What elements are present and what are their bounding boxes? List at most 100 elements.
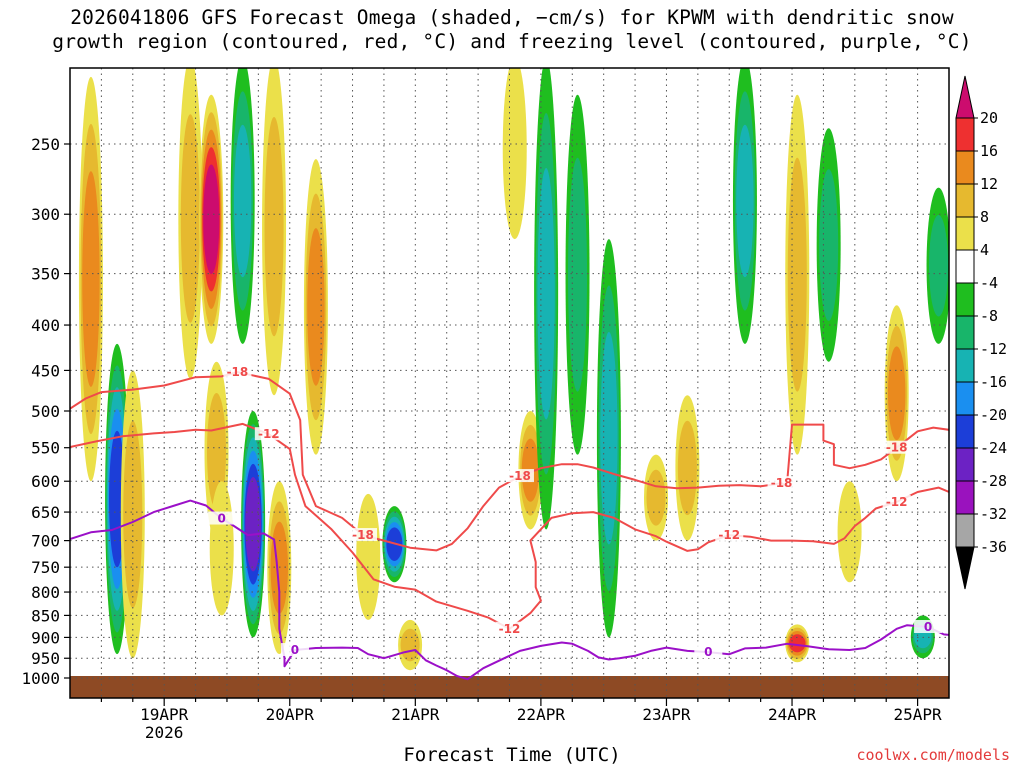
y-tick-label: 350 bbox=[31, 265, 60, 284]
grid-lines bbox=[70, 68, 949, 698]
contour-label-bg bbox=[767, 476, 796, 490]
y-tick-label: 800 bbox=[31, 583, 60, 602]
omega-band bbox=[502, 68, 527, 240]
contour-label: -12 bbox=[886, 495, 908, 509]
contour-label-bg bbox=[280, 643, 309, 657]
colorbar-label: -32 bbox=[980, 505, 1007, 523]
contour-line bbox=[70, 499, 949, 681]
y-tick-label: 950 bbox=[31, 649, 60, 668]
y-tick-label: 900 bbox=[31, 628, 60, 647]
omega-band bbox=[887, 346, 906, 441]
omega-feature bbox=[241, 411, 266, 638]
contour-label: -18 bbox=[509, 469, 531, 483]
contour-label-bg bbox=[505, 469, 534, 483]
x-tick-label: 25APR bbox=[894, 705, 943, 724]
omega-band bbox=[264, 117, 284, 337]
colorbar-label: -24 bbox=[980, 439, 1007, 457]
omega-feature bbox=[596, 239, 621, 638]
omega-band bbox=[400, 628, 420, 662]
colorbar-swatch bbox=[955, 117, 975, 152]
contour-label: 0 bbox=[218, 512, 226, 526]
omega-band bbox=[206, 393, 227, 510]
omega-band bbox=[245, 477, 261, 572]
colorbar: 20 16 12 8 4 -4 -8 -12 -16 -20 -24 -28 -32 -36 bbox=[955, 75, 1007, 590]
omega-band bbox=[819, 169, 839, 321]
omega-feature bbox=[884, 305, 909, 482]
omega-feature bbox=[178, 68, 203, 379]
omega-band bbox=[677, 420, 697, 516]
colorbar-label: -16 bbox=[980, 373, 1007, 391]
omega-band bbox=[600, 332, 618, 545]
omega-band bbox=[307, 228, 325, 386]
colorbar-label: -36 bbox=[980, 538, 1007, 556]
colorbar-label: -8 bbox=[980, 307, 998, 325]
colorbar-label: -4 bbox=[980, 274, 998, 292]
x-axis-title: Forecast Time (UTC) bbox=[403, 744, 621, 766]
colorbar-label: -28 bbox=[980, 472, 1007, 490]
colorbar-label: -20 bbox=[980, 406, 1007, 424]
colorbar-label: 16 bbox=[980, 142, 998, 160]
omega-feature bbox=[398, 619, 423, 671]
colorbar-swatch bbox=[955, 381, 975, 416]
omega-feature bbox=[199, 94, 224, 344]
contour-label: -12 bbox=[718, 528, 740, 542]
contour-label: -18 bbox=[352, 528, 374, 542]
contour-line bbox=[70, 422, 949, 630]
colorbar-label: 8 bbox=[980, 208, 989, 226]
contour-layer: -18 -18 -18 -18 -18 -12 -12 -12 -12 0 0 0 0 bbox=[70, 365, 949, 681]
omega-feature bbox=[785, 94, 810, 455]
omega-band bbox=[929, 214, 949, 317]
credit-text[interactable]: coolwx.com/models bbox=[856, 746, 1010, 764]
contour-label: -18 bbox=[771, 476, 793, 490]
contour-label: -18 bbox=[227, 365, 249, 379]
x-tick-label: 22APR bbox=[517, 705, 566, 724]
colorbar-label: 12 bbox=[980, 175, 998, 193]
y-tick-label: 750 bbox=[31, 558, 60, 577]
chart-title-line-2: growth region (contoured, red, °C) and f… bbox=[52, 30, 972, 53]
x-tick-label: 19APR bbox=[140, 705, 189, 724]
contour-label: 0 bbox=[291, 643, 299, 657]
contour-label-bg bbox=[207, 511, 236, 525]
colorbar-swatch bbox=[955, 249, 975, 284]
omega-band bbox=[180, 114, 200, 323]
omega-band bbox=[567, 157, 588, 392]
omega-feature bbox=[356, 493, 381, 620]
omega-band bbox=[537, 168, 555, 420]
colorbar-swatch bbox=[955, 480, 975, 515]
omega-shading-layer bbox=[78, 68, 949, 671]
omega-feature bbox=[303, 159, 328, 455]
colorbar-swatch bbox=[955, 414, 975, 449]
y-tick-label: 700 bbox=[31, 532, 60, 551]
x-tick-label: 20APR bbox=[266, 705, 315, 724]
omega-feature bbox=[262, 68, 287, 396]
y-tick-label: 550 bbox=[31, 439, 60, 458]
omega-feature bbox=[230, 68, 255, 344]
y-tick-label: 1000 bbox=[21, 669, 60, 688]
omega-band bbox=[646, 469, 666, 526]
y-tick-label: 250 bbox=[31, 135, 60, 154]
contour-label-bg bbox=[715, 528, 744, 542]
contour-label: -12 bbox=[258, 427, 280, 441]
omega-feature bbox=[502, 68, 527, 240]
colorbar-label: 4 bbox=[980, 241, 989, 259]
y-tick-label: 650 bbox=[31, 503, 60, 522]
colorbar-swatch bbox=[955, 348, 975, 383]
y-tick-label: 300 bbox=[31, 205, 60, 224]
colorbar-swatch bbox=[955, 315, 975, 350]
omega-band bbox=[209, 481, 234, 616]
contour-label: -12 bbox=[499, 622, 521, 636]
omega-feature bbox=[209, 481, 234, 616]
contour-label-bg bbox=[349, 528, 377, 542]
y-tick-label: 450 bbox=[31, 361, 60, 380]
contour-label: 0 bbox=[924, 620, 932, 634]
contour-label-bg bbox=[254, 427, 283, 441]
omega-feature bbox=[534, 68, 559, 530]
y-axis: 250 300 350 400 450 500 550 600 650 700 750 800 850 9… bbox=[21, 135, 70, 688]
y-tick-label: 400 bbox=[31, 316, 60, 335]
contour-label-bg bbox=[882, 440, 911, 454]
omega-band bbox=[736, 124, 754, 278]
y-tick-label: 850 bbox=[31, 606, 60, 625]
omega-feature bbox=[675, 395, 700, 541]
colorbar-label: 20 bbox=[980, 109, 998, 127]
